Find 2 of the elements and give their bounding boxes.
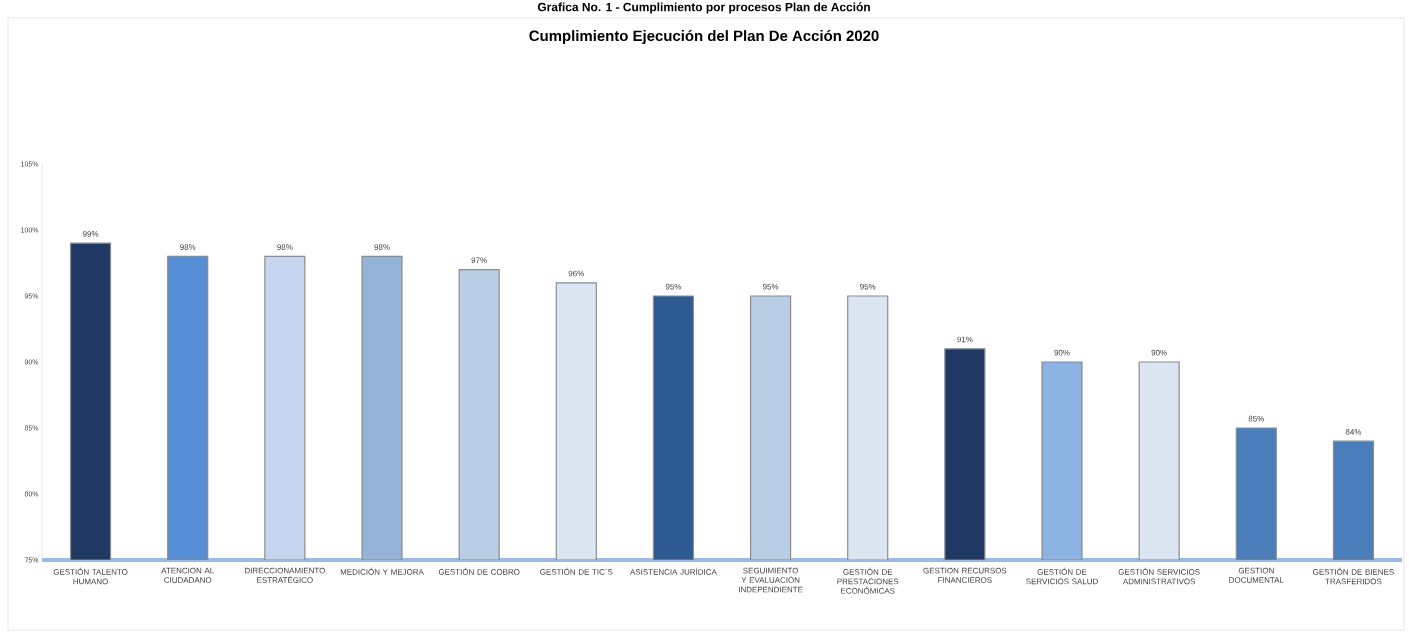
- chart-subtitle: Cumplimiento Ejecución del Plan De Acción 2020: [529, 29, 879, 45]
- chart-title: Grafica No. 1 - Cumplimiento por procesos Plan de Acción: [537, 2, 870, 14]
